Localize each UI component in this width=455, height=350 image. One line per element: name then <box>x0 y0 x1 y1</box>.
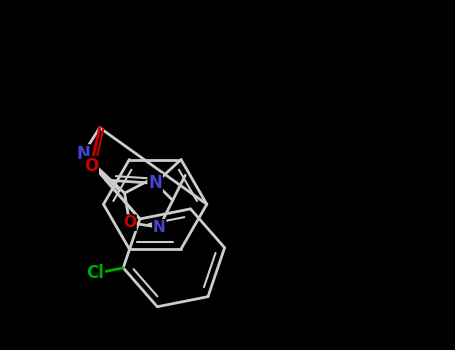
Text: N: N <box>76 145 90 163</box>
Text: N: N <box>153 220 166 235</box>
Text: Cl: Cl <box>86 264 104 282</box>
Text: O: O <box>123 215 136 230</box>
Text: O: O <box>84 157 98 175</box>
Text: N: N <box>148 174 162 193</box>
